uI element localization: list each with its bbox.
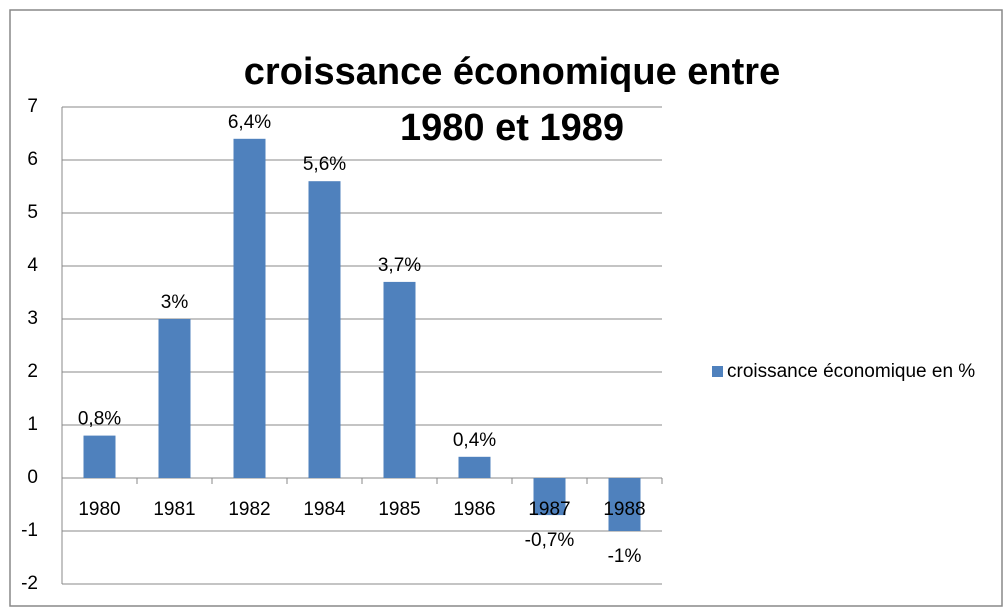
data-label: 5,6% xyxy=(303,154,346,175)
y-tick-label: -1 xyxy=(21,520,38,541)
y-tick-label: 3 xyxy=(27,308,38,329)
data-label: 0,8% xyxy=(78,409,121,430)
data-label: 6,4% xyxy=(228,112,271,133)
data-label: 3% xyxy=(161,292,189,313)
bar xyxy=(158,319,191,478)
legend: croissance économique en % xyxy=(712,358,1002,386)
x-tick-label: 1984 xyxy=(303,499,346,520)
x-tick-label: 1985 xyxy=(378,499,420,520)
chart-title: croissance économique entre 1980 et 1989 xyxy=(243,51,781,149)
bar xyxy=(233,138,266,479)
legend-label: croissance économique en % xyxy=(727,361,976,382)
data-label: 0,4% xyxy=(453,430,496,451)
bar xyxy=(383,281,416,478)
bar xyxy=(458,456,491,478)
y-tick-label: -2 xyxy=(21,573,38,594)
x-tick-label: 1980 xyxy=(78,499,120,520)
y-tick-label: 7 xyxy=(27,96,38,117)
y-tick-label: 4 xyxy=(27,255,38,276)
y-tick-label: 0 xyxy=(27,467,38,488)
bar xyxy=(83,435,116,478)
y-tick-label: 6 xyxy=(27,149,38,170)
x-tick-label: 1987 xyxy=(528,499,570,520)
bar xyxy=(533,478,566,516)
chart-frame xyxy=(9,9,1003,607)
y-tick-label: 1 xyxy=(27,414,38,435)
x-tick-label: 1982 xyxy=(228,499,270,520)
x-tick-label: 1981 xyxy=(153,499,195,520)
legend-key xyxy=(712,366,723,377)
data-label: -0,7% xyxy=(525,530,575,551)
bar xyxy=(608,478,641,531)
data-label: 3,7% xyxy=(378,255,421,276)
x-tick-label: 1988 xyxy=(603,499,645,520)
data-label: -1% xyxy=(608,546,642,567)
y-tick-label: 2 xyxy=(27,361,38,382)
bar xyxy=(308,181,341,478)
x-tick-label: 1986 xyxy=(453,499,495,520)
y-tick-label: 5 xyxy=(27,202,38,223)
